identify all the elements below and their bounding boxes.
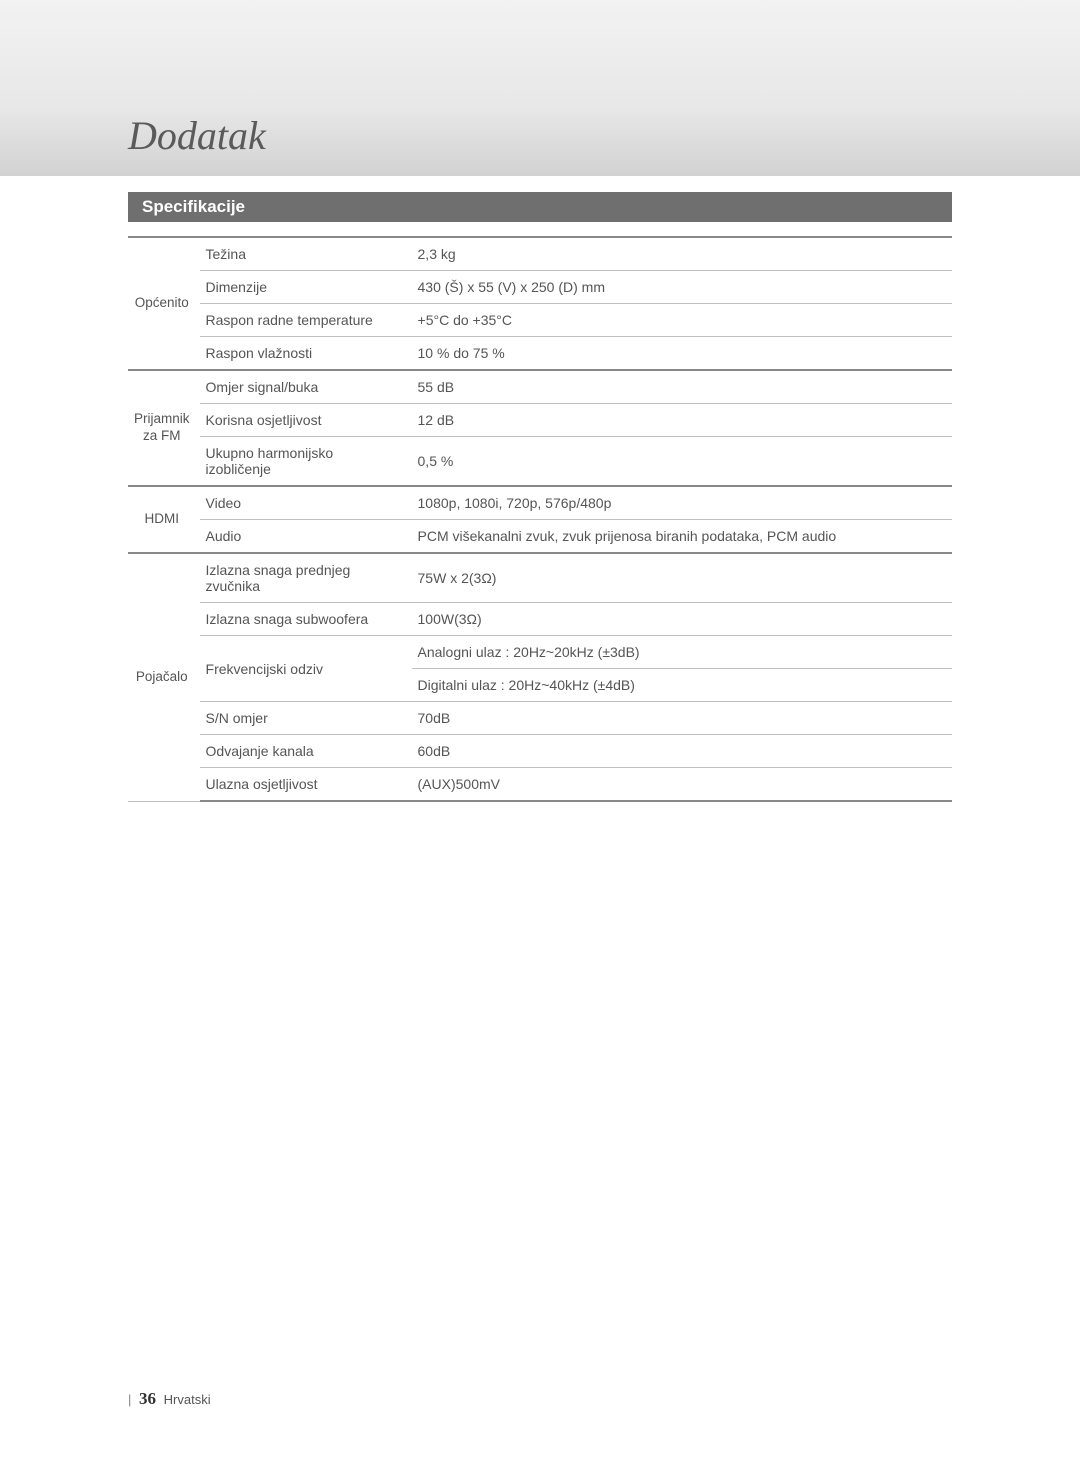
language-label: Hrvatski	[164, 1392, 211, 1407]
spec-label: Odvajanje kanala	[200, 735, 412, 768]
spec-label: Ukupno harmonijsko izobličenje	[200, 437, 412, 487]
table-row: Audio PCM višekanalni zvuk, zvuk prijeno…	[128, 520, 952, 554]
spec-label: Omjer signal/buka	[200, 370, 412, 404]
table-row: Korisna osjetljivost 12 dB	[128, 404, 952, 437]
table-row: Raspon vlažnosti 10 % do 75 %	[128, 337, 952, 371]
category-cell: Prijamnik za FM	[128, 370, 200, 486]
table-row: Dimenzije 430 (Š) x 55 (V) x 250 (D) mm	[128, 271, 952, 304]
category-cell: HDMI	[128, 486, 200, 553]
table-row: Općenito Težina 2,3 kg	[128, 237, 952, 271]
table-row: S/N omjer 70dB	[128, 702, 952, 735]
spec-label: Frekvencijski odziv	[200, 636, 412, 702]
spec-value: 55 dB	[412, 370, 952, 404]
spec-value: 75W x 2(3Ω)	[412, 553, 952, 603]
table-row: Odvajanje kanala 60dB	[128, 735, 952, 768]
spec-value: PCM višekanalni zvuk, zvuk prijenosa bir…	[412, 520, 952, 554]
section-heading-text: Specifikacije	[142, 197, 245, 217]
spec-label: Korisna osjetljivost	[200, 404, 412, 437]
spec-label: Raspon radne temperature	[200, 304, 412, 337]
table-row: Izlazna snaga subwoofera 100W(3Ω)	[128, 603, 952, 636]
spec-label: Raspon vlažnosti	[200, 337, 412, 371]
table-row: Ulazna osjetljivost (AUX)500mV	[128, 768, 952, 802]
spec-value: Digitalni ulaz : 20Hz~40kHz (±4dB)	[412, 669, 952, 702]
spec-value: 60dB	[412, 735, 952, 768]
spec-label: Ulazna osjetljivost	[200, 768, 412, 802]
spec-value: 1080p, 1080i, 720p, 576p/480p	[412, 486, 952, 520]
page-number: 36	[139, 1389, 156, 1408]
table-row: Ukupno harmonijsko izobličenje 0,5 %	[128, 437, 952, 487]
spec-label: Video	[200, 486, 412, 520]
spec-label: Dimenzije	[200, 271, 412, 304]
spec-value: 2,3 kg	[412, 237, 952, 271]
spec-table: Općenito Težina 2,3 kg Dimenzije 430 (Š)…	[128, 236, 952, 802]
category-cell: Općenito	[128, 237, 200, 370]
section-heading-bar: Specifikacije	[128, 192, 952, 222]
table-row: Raspon radne temperature +5°C do +35°C	[128, 304, 952, 337]
page-title: Dodatak	[128, 112, 266, 159]
spec-value: Analogni ulaz : 20Hz~20kHz (±3dB)	[412, 636, 952, 669]
category-cell: Pojačalo	[128, 553, 200, 801]
spec-value: 10 % do 75 %	[412, 337, 952, 371]
table-row: Pojačalo Izlazna snaga prednjeg zvučnika…	[128, 553, 952, 603]
spec-label: S/N omjer	[200, 702, 412, 735]
table-row: Prijamnik za FM Omjer signal/buka 55 dB	[128, 370, 952, 404]
spec-value: 12 dB	[412, 404, 952, 437]
spec-value: 70dB	[412, 702, 952, 735]
spec-label: Audio	[200, 520, 412, 554]
spec-value: 100W(3Ω)	[412, 603, 952, 636]
spec-label: Težina	[200, 237, 412, 271]
spec-value: 0,5 %	[412, 437, 952, 487]
spec-value: 430 (Š) x 55 (V) x 250 (D) mm	[412, 271, 952, 304]
spec-value: +5°C do +35°C	[412, 304, 952, 337]
footer-divider: |	[128, 1392, 131, 1407]
spec-label: Izlazna snaga subwoofera	[200, 603, 412, 636]
spec-value: (AUX)500mV	[412, 768, 952, 802]
spec-label: Izlazna snaga prednjeg zvučnika	[200, 553, 412, 603]
page-footer: | 36 Hrvatski	[128, 1389, 211, 1409]
table-row: HDMI Video 1080p, 1080i, 720p, 576p/480p	[128, 486, 952, 520]
table-row: Frekvencijski odziv Analogni ulaz : 20Hz…	[128, 636, 952, 669]
